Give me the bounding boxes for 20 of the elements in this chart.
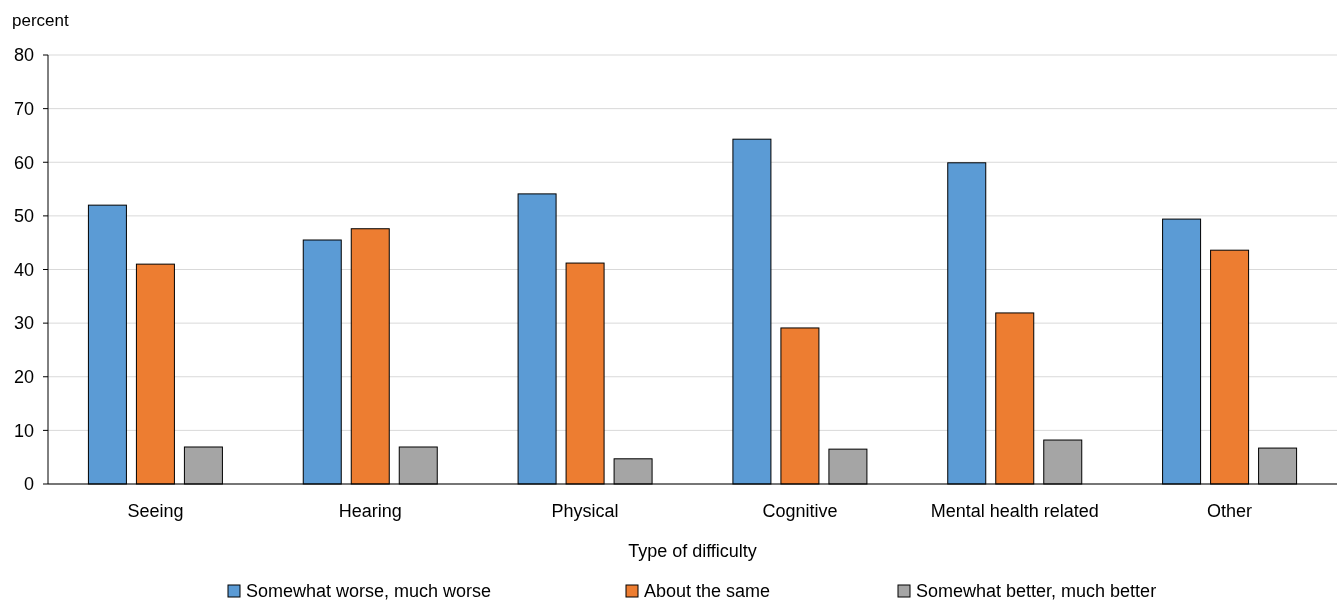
x-tick-label: Cognitive: [762, 501, 838, 521]
legend-label: About the same: [644, 581, 771, 601]
y-tick-label: 60: [13, 152, 34, 173]
y-tick-label: 30: [13, 313, 34, 334]
y-tick-label: 10: [13, 420, 34, 441]
legend-label: Somewhat worse, much worse: [246, 581, 492, 601]
x-tick-label: Hearing: [338, 501, 402, 521]
y-tick-label: 50: [13, 206, 34, 227]
x-axis-title: Type of difficulty: [628, 541, 757, 561]
x-tick-label: Mental health related: [930, 501, 1099, 521]
x-tick-label: Seeing: [127, 501, 184, 521]
y-axis-title: percent: [12, 11, 69, 30]
y-tick-label: 80: [13, 45, 34, 66]
y-tick-label: 20: [13, 367, 34, 388]
y-tick-label: 70: [13, 98, 34, 119]
x-tick-label: Physical: [551, 501, 619, 521]
legend-label: Somewhat better, much better: [916, 581, 1157, 601]
y-tick-label: 0: [23, 474, 34, 495]
y-tick-label: 40: [13, 259, 34, 280]
x-tick-label: Other: [1207, 501, 1253, 521]
